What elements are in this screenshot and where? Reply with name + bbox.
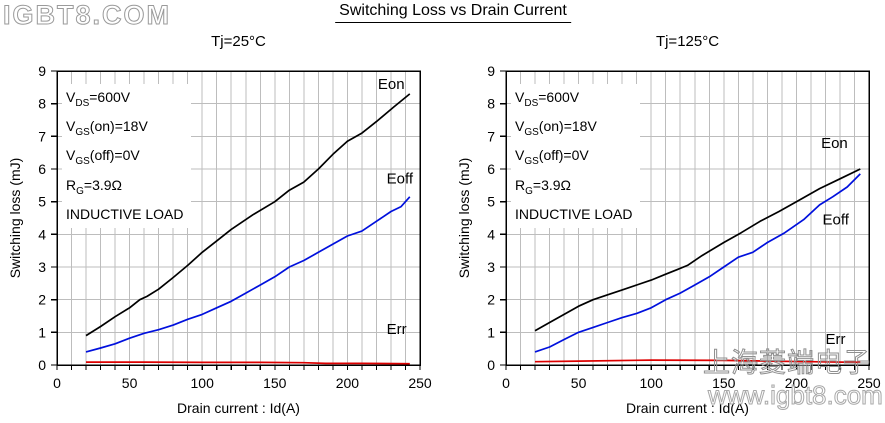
- y-tick-label: 3: [38, 259, 46, 275]
- x-axis-title: Drain current : Id(A): [626, 400, 749, 416]
- y-tick-label: 4: [38, 226, 46, 242]
- x-tick-label: 50: [571, 375, 587, 391]
- page-title: Switching Loss vs Drain Current: [335, 2, 571, 23]
- series-err-line: [86, 361, 410, 365]
- plot-border: [56, 70, 421, 366]
- series-label-err: Err: [387, 321, 407, 338]
- y-tick-label: 5: [487, 194, 495, 210]
- y-tick-label: 6: [487, 161, 495, 177]
- x-axis-title: Drain current : Id(A): [177, 400, 300, 416]
- series-label-eoff: Eoff: [823, 212, 850, 229]
- x-tick-label: 250: [857, 375, 881, 391]
- y-tick-label: 6: [38, 161, 46, 177]
- condition-line: VGS(off)=0V: [66, 147, 140, 168]
- y-tick-label: 0: [487, 357, 495, 373]
- y-axis-title: Switching loss (mJ): [7, 158, 23, 279]
- x-tick-label: 150: [712, 375, 736, 391]
- plot-border: [505, 70, 870, 366]
- series-label-eon: Eon: [378, 76, 405, 93]
- x-tick-label: 150: [263, 375, 287, 391]
- y-tick-label: 9: [487, 63, 495, 79]
- chart-tj125-subtitle: Tj=125°C: [655, 33, 720, 50]
- condition-line: RG=3.9Ω: [66, 176, 123, 197]
- x-tick-label: 0: [53, 375, 61, 391]
- y-tick-label: 8: [487, 96, 495, 112]
- y-tick-label: 7: [38, 128, 46, 144]
- series-eoff-line: [85, 196, 411, 353]
- y-tick-label: 3: [487, 259, 495, 275]
- x-tick-label: 250: [408, 375, 432, 391]
- y-tick-label: 9: [38, 63, 46, 79]
- y-tick-label: 4: [487, 226, 495, 242]
- chart-tj25: Tj=25°C VDS=600V VGS(on)=18V VGS(off)=0V RG…: [7, 33, 432, 416]
- chart-tj125: Tj=125°C VDS=600V VGS(on)=18V VGS(off)=0V R…: [449, 0, 885, 423]
- x-tick-label: 0: [502, 375, 510, 391]
- condition-line: INDUCTIVE LOAD: [515, 205, 633, 222]
- series-eon-line: [85, 93, 411, 337]
- x-tick-label: 200: [785, 375, 809, 391]
- chart-tj25-conditions-box: VDS=600V VGS(on)=18V VGS(off)=0V RG=3.9Ω IND…: [62, 84, 192, 229]
- series-eoff-line: [534, 173, 861, 353]
- condition-line: RG=3.9Ω: [515, 176, 572, 197]
- y-tick-label: 7: [487, 128, 495, 144]
- y-tick-label: 5: [38, 194, 46, 210]
- condition-line: VGS(on)=18V: [66, 118, 148, 138]
- chart-tj125-conditions-box: VDS=600V VGS(on)=18V VGS(off)=0V RG=3.9Ω IND…: [511, 84, 641, 229]
- series-eon-line: [534, 168, 861, 332]
- y-tick-label: 8: [38, 96, 46, 112]
- y-tick-label: 1: [487, 324, 495, 340]
- x-tick-label: 100: [191, 375, 215, 391]
- series-label-eon: Eon: [821, 135, 848, 152]
- series-label-eoff: Eoff: [387, 171, 414, 188]
- x-tick-label: 200: [336, 375, 360, 391]
- series-label-err: Err: [825, 331, 845, 348]
- x-tick-label: 50: [122, 375, 138, 391]
- series-err-line: [534, 359, 861, 364]
- y-tick-label: 2: [487, 292, 495, 308]
- condition-line: VDS=600V: [515, 89, 580, 109]
- y-tick-label: 2: [38, 292, 46, 308]
- chart-tj25-subtitle: Tj=25°C: [211, 33, 266, 50]
- condition-line: INDUCTIVE LOAD: [66, 205, 184, 222]
- condition-line: VGS(off)=0V: [515, 147, 589, 168]
- y-tick-label: 0: [38, 357, 46, 373]
- x-tick-label: 100: [640, 375, 664, 391]
- condition-line: VGS(on)=18V: [515, 118, 597, 138]
- y-axis-title: Switching loss (mJ): [456, 158, 472, 279]
- y-tick-label: 1: [38, 324, 46, 340]
- condition-line: VDS=600V: [66, 89, 131, 109]
